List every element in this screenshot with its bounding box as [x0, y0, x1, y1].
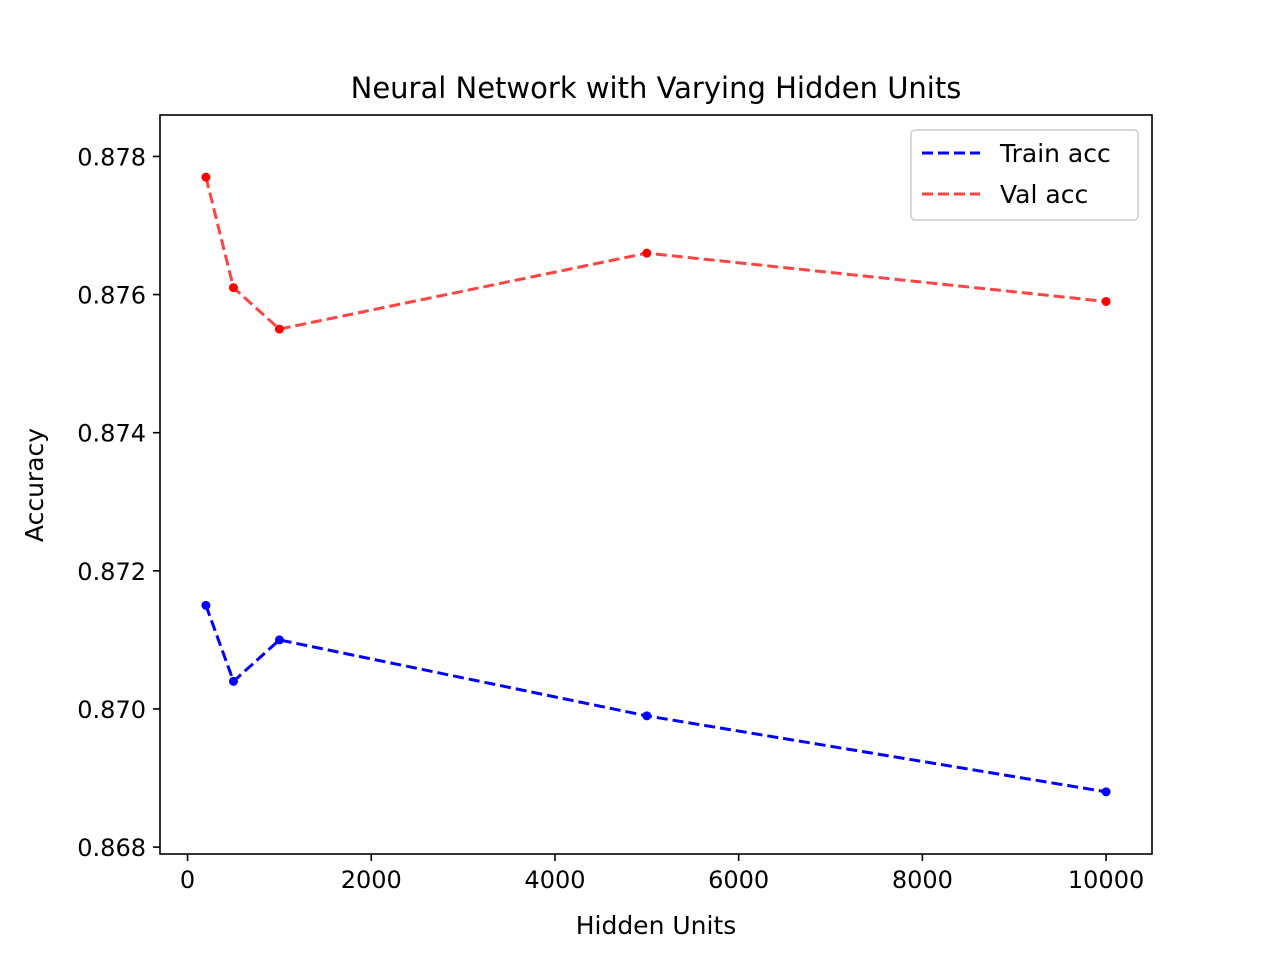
- x-tick-label: 6000: [708, 866, 769, 894]
- x-tick-label: 0: [180, 866, 195, 894]
- data-point: [1101, 787, 1111, 797]
- series-group: [201, 172, 1111, 334]
- y-axis-label: Accuracy: [20, 428, 49, 542]
- data-point: [274, 324, 284, 334]
- data-point: [228, 283, 238, 293]
- series-group: [201, 600, 1111, 797]
- series-line: [204, 176, 1107, 331]
- data-point: [642, 248, 652, 258]
- y-tick-label: 0.876: [77, 282, 146, 310]
- y-tick-label: 0.868: [77, 834, 146, 862]
- y-tick-label: 0.872: [77, 558, 146, 586]
- legend-box: [910, 129, 1139, 221]
- data-point: [228, 676, 238, 686]
- data-point: [274, 635, 284, 645]
- y-tick-label: 0.874: [77, 420, 146, 448]
- data-point: [201, 172, 211, 182]
- x-axis-label: Hidden Units: [576, 911, 737, 940]
- plot-series: [201, 172, 1111, 797]
- x-tick-label: 2000: [341, 866, 402, 894]
- y-tick-label: 0.870: [77, 696, 146, 724]
- legend: Train acc Val acc: [910, 129, 1139, 221]
- plot-area-frame: [159, 114, 1153, 855]
- legend-label: Train acc: [999, 139, 1111, 168]
- chart-title: Neural Network with Varying Hidden Units: [351, 71, 962, 105]
- data-point: [642, 711, 652, 721]
- legend-label: Val acc: [1000, 180, 1088, 209]
- x-tick-label: 8000: [892, 866, 953, 894]
- y-tick-label: 0.878: [77, 143, 146, 171]
- series-line: [204, 604, 1107, 794]
- data-point: [1101, 296, 1111, 306]
- axis-ticks: 0 2000 4000 6000 8000 10000 0.868 0.870 0.872 0.8…: [77, 143, 1144, 894]
- data-point: [201, 600, 211, 610]
- x-tick-label: 4000: [524, 866, 585, 894]
- x-tick-label: 10000: [1068, 866, 1144, 894]
